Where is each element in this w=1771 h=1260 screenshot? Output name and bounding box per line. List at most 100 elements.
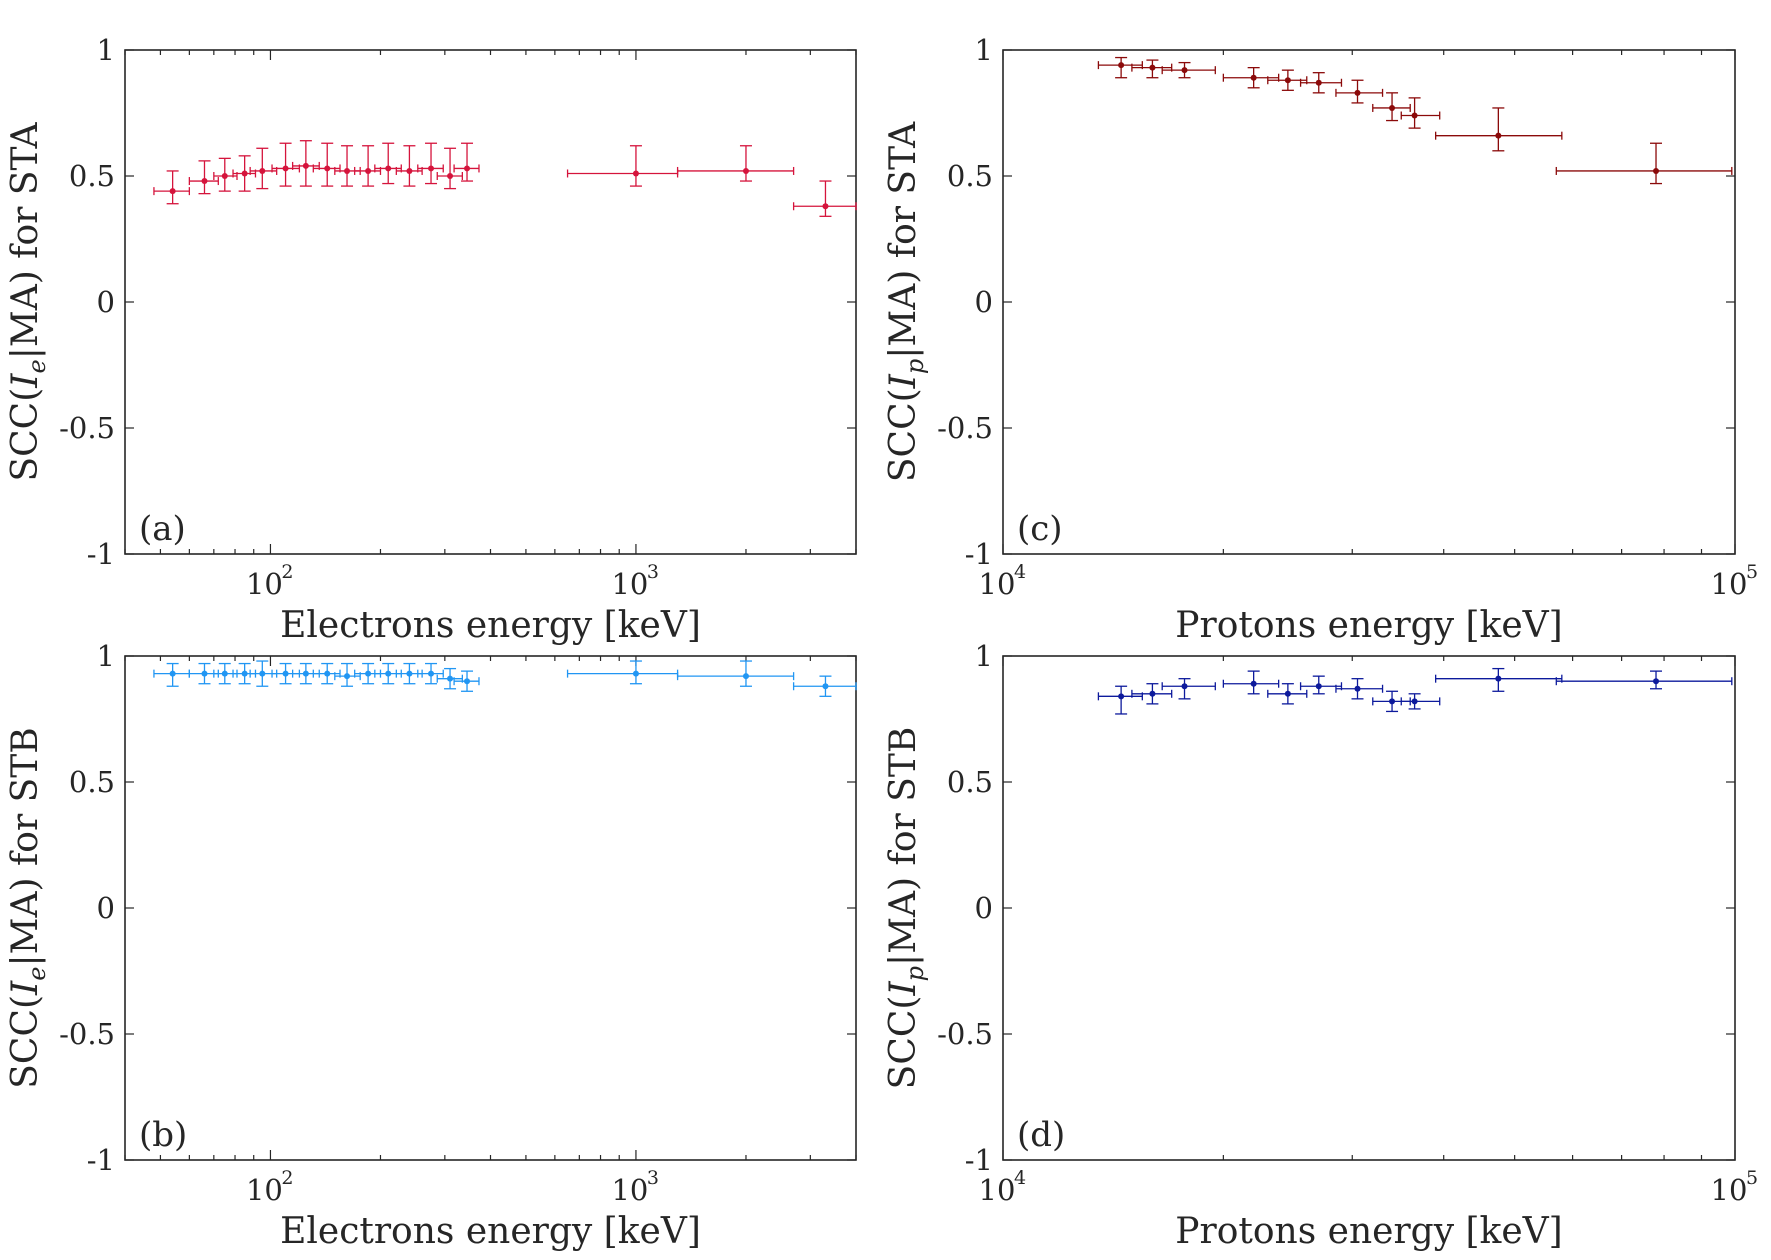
y-axis-label-prefix: SCC( xyxy=(883,996,924,1090)
data-point xyxy=(792,675,857,697)
x-axis-label: Electrons energy [keV] xyxy=(280,605,701,646)
data-point xyxy=(291,140,320,187)
x-tick-label-exponent: 3 xyxy=(647,561,659,583)
data-point xyxy=(1435,667,1563,692)
data-marker xyxy=(344,673,351,680)
data-marker xyxy=(464,165,471,172)
data-point xyxy=(436,667,464,690)
x-tick-label-base: 10 xyxy=(979,567,1016,601)
y-axis-label: SCC(Ip|MA) for STB xyxy=(883,727,929,1090)
y-axis-label-sub: e xyxy=(23,967,51,981)
data-marker xyxy=(282,165,289,172)
data-point xyxy=(676,660,795,687)
data-marker xyxy=(241,670,248,677)
data-point xyxy=(312,662,341,685)
data-point xyxy=(1222,670,1280,695)
panel-label: (c) xyxy=(1017,509,1063,549)
data-marker xyxy=(1315,683,1322,690)
x-tick-label-base: 10 xyxy=(979,1173,1016,1207)
y-tick-label: 0.5 xyxy=(947,765,993,799)
plot-frame xyxy=(1002,49,1736,555)
data-marker xyxy=(822,203,829,210)
data-point xyxy=(1131,59,1173,79)
data-marker xyxy=(428,670,435,677)
data-marker xyxy=(259,670,266,677)
y-tick-label: -0.5 xyxy=(59,411,115,445)
x-tick-label: 104 xyxy=(979,1167,1027,1207)
data-point xyxy=(1299,675,1343,695)
x-axis-label: Electrons energy [keV] xyxy=(280,1211,701,1252)
x-tick-label-exponent: 3 xyxy=(647,1167,659,1189)
y-axis-label: SCC(Ie|MA) for STB xyxy=(5,727,51,1089)
data-marker xyxy=(1354,89,1361,96)
data-marker xyxy=(632,170,639,177)
data-point xyxy=(1161,61,1216,79)
x-tick-label-exponent: 4 xyxy=(1014,561,1026,583)
y-axis-label-prefix: SCC( xyxy=(5,388,46,482)
data-marker xyxy=(365,670,372,677)
data-marker xyxy=(1284,690,1291,697)
y-axis-label-suffix: |MA) for STB xyxy=(883,727,924,966)
data-point xyxy=(453,142,480,182)
data-marker xyxy=(201,670,208,677)
y-axis-label-var: I xyxy=(883,373,924,389)
data-point xyxy=(312,142,341,187)
x-tick-label: 103 xyxy=(611,561,659,601)
y-tick-label: -1 xyxy=(87,537,115,571)
data-marker xyxy=(1354,685,1361,692)
y-axis-label-prefix: SCC( xyxy=(5,995,46,1089)
y-axis-label-var: I xyxy=(5,980,46,996)
data-marker xyxy=(1315,79,1322,86)
data-point xyxy=(1335,79,1384,104)
data-marker xyxy=(221,173,228,179)
y-tick-label: -1 xyxy=(87,1143,115,1177)
data-marker xyxy=(447,675,454,682)
data-marker xyxy=(1250,74,1257,81)
y-tick-label: 0.5 xyxy=(947,159,993,193)
data-marker xyxy=(302,162,309,169)
data-point xyxy=(792,180,857,217)
data-point xyxy=(1335,678,1384,700)
x-tick-label-base: 10 xyxy=(611,567,648,601)
data-marker xyxy=(1389,698,1396,705)
data-marker xyxy=(406,167,413,174)
x-tick-label-base: 10 xyxy=(246,567,283,601)
y-tick-label: -1 xyxy=(965,1143,993,1177)
data-point xyxy=(417,662,444,685)
y-axis-label-var: I xyxy=(5,373,46,389)
plot-frame xyxy=(124,655,857,1161)
data-point xyxy=(153,662,191,687)
data-point xyxy=(1435,107,1563,152)
y-tick-label: 1 xyxy=(97,33,115,67)
data-point xyxy=(213,157,238,192)
x-tick-label-exponent: 4 xyxy=(1014,1167,1026,1189)
data-point xyxy=(232,155,257,192)
data-marker xyxy=(406,670,413,677)
data-point xyxy=(1267,683,1308,705)
x-tick-label-exponent: 5 xyxy=(1746,561,1758,583)
x-tick-label: 105 xyxy=(1711,561,1759,601)
y-axis-label: SCC(Ip|MA) for STA xyxy=(883,121,929,482)
y-tick-label: 1 xyxy=(97,639,115,673)
data-marker xyxy=(169,670,176,677)
data-point xyxy=(1400,693,1441,710)
y-tick-label: 0 xyxy=(975,891,993,925)
y-tick-label: -0.5 xyxy=(937,1017,993,1051)
data-point xyxy=(566,145,679,187)
data-marker xyxy=(1118,62,1125,69)
data-point xyxy=(1372,92,1411,122)
data-marker xyxy=(1411,698,1418,705)
y-tick-label: 0 xyxy=(97,891,115,925)
data-marker xyxy=(1495,675,1502,682)
y-tick-label: 0 xyxy=(97,285,115,319)
data-point xyxy=(1555,142,1733,185)
x-tick-label-exponent: 2 xyxy=(281,1167,293,1189)
data-marker xyxy=(1284,77,1291,84)
data-point xyxy=(436,147,464,190)
x-tick-label: 105 xyxy=(1711,1167,1759,1207)
y-axis-label-var: I xyxy=(883,981,924,997)
y-axis-label-prefix: SCC( xyxy=(883,388,924,482)
data-point xyxy=(188,160,219,195)
